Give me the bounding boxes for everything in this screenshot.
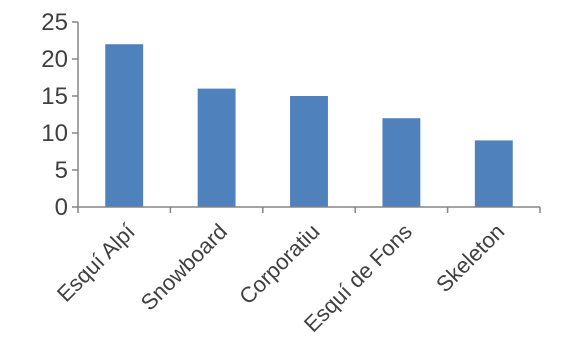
y-tick-label: 20 (41, 46, 68, 73)
x-category-label: Esquí Alpí (52, 219, 140, 307)
bar (290, 96, 328, 207)
x-category-label: Corporatiu (234, 219, 324, 309)
axes-group (77, 22, 540, 208)
y-tick-label: 15 (41, 83, 68, 110)
bar (105, 44, 144, 208)
y-tick-label: 10 (41, 120, 68, 147)
x-category-label: Snowboard (136, 219, 232, 315)
y-tick-label: 25 (41, 9, 68, 36)
bars-group (105, 44, 513, 208)
y-tick-label: 0 (55, 194, 68, 221)
y-tick-label: 5 (55, 157, 68, 184)
bar (382, 118, 421, 207)
x-category-label: Skeleton (431, 219, 509, 297)
bar (474, 140, 513, 207)
y-ticks-group: 0 5 10 15 20 25 (41, 9, 78, 221)
bar (197, 88, 236, 207)
